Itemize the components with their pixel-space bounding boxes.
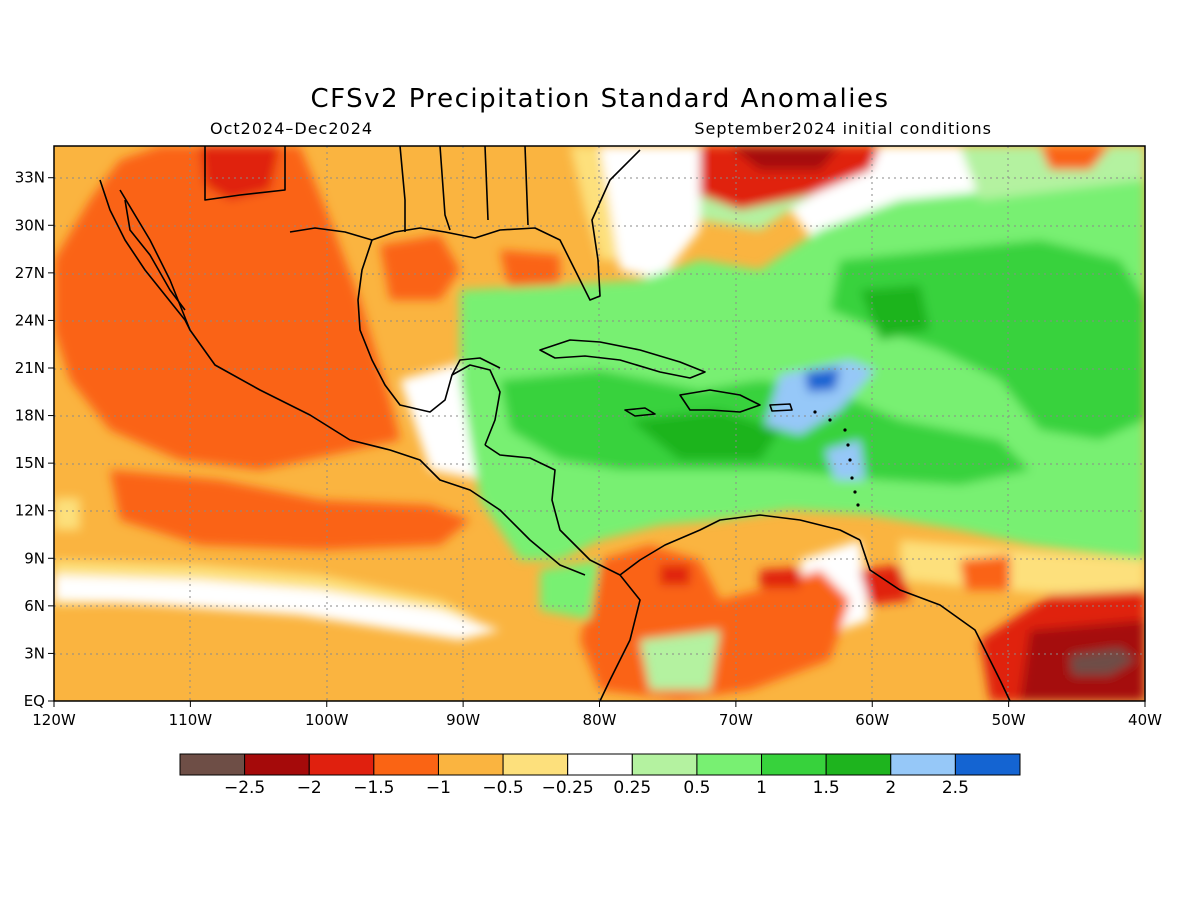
colorbar-swatch [437,753,504,776]
map-title: CFSv2 Precipitation Standard Anomalies [310,84,890,114]
colorbar-swatch [373,753,439,776]
lon-tick-label: 40W [1128,711,1162,729]
colorbar-swatch [954,753,1021,776]
colorbar-label: −0.5 [482,778,523,798]
lon-tick-label: 70W [719,711,753,729]
colorbar-label: −2.5 [224,778,265,798]
colorbar-swatch [631,753,698,776]
lat-tick-label: 9N [24,549,45,567]
colorbar-label: −0.25 [542,778,594,798]
colorbar-swatch [825,753,892,776]
lat-tick-label: 21N [15,359,45,377]
colorbar-swatch [890,753,956,776]
colorbar-label: 2.5 [942,778,969,798]
lat-tick-label: 15N [15,454,45,472]
colorbar-swatch [308,753,375,776]
colorbar-swatch [244,753,310,776]
forecast-period: Oct2024–Dec2024 [210,119,374,138]
colorbar-swatch [696,753,763,776]
anomaly-field [54,146,1145,701]
lesser-antilles [813,410,860,507]
lat-tick-label: 27N [15,264,45,282]
colorbar-label: 0.5 [683,778,710,798]
lon-tick-label: 100W [305,711,349,729]
colorbar-label: −2 [297,778,322,798]
lat-tick-label: EQ [24,692,45,710]
colorbar-label: 0.25 [613,778,651,798]
lon-tick-label: 50W [992,711,1026,729]
lon-tick-label: 90W [446,711,480,729]
colorbar-label: −1.5 [353,778,394,798]
colorbar-swatch [761,753,827,776]
lat-tick-label: 12N [15,502,45,520]
lat-tick-label: 24N [15,311,45,329]
lat-tick-label: 18N [15,407,45,425]
lat-tick-label: 30N [15,216,45,234]
colorbar-label: 1.5 [813,778,840,798]
colorbar-swatch [502,753,569,776]
colorbar-label: 1 [756,778,767,798]
lon-tick-label: 110W [169,711,213,729]
lon-tick-label: 80W [583,711,617,729]
initial-conditions: September2024 initial conditions [694,119,992,138]
colorbar: −2.5 −2 −1.5 −1 −0.5 −0.25 0.25 0.5 1 1.5 2 2.5 [179,753,1021,798]
lat-tick-label: 6N [24,597,45,615]
gridlines [54,146,1145,701]
lat-tick-label: 33N [15,169,45,187]
colorbar-swatch [179,753,246,776]
axis-ticks: 120W 110W 100W 90W 80W 70W 60W 50W 40W EQ 3N 6N 9N 12… [15,169,1162,729]
lat-tick-label: 3N [24,644,45,662]
colorbar-label: 2 [885,778,896,798]
lon-tick-label: 60W [855,711,889,729]
colorbar-swatch [567,753,633,776]
lon-tick-label: 120W [32,711,76,729]
coastlines [99,146,1011,701]
colorbar-label: −1 [426,778,451,798]
